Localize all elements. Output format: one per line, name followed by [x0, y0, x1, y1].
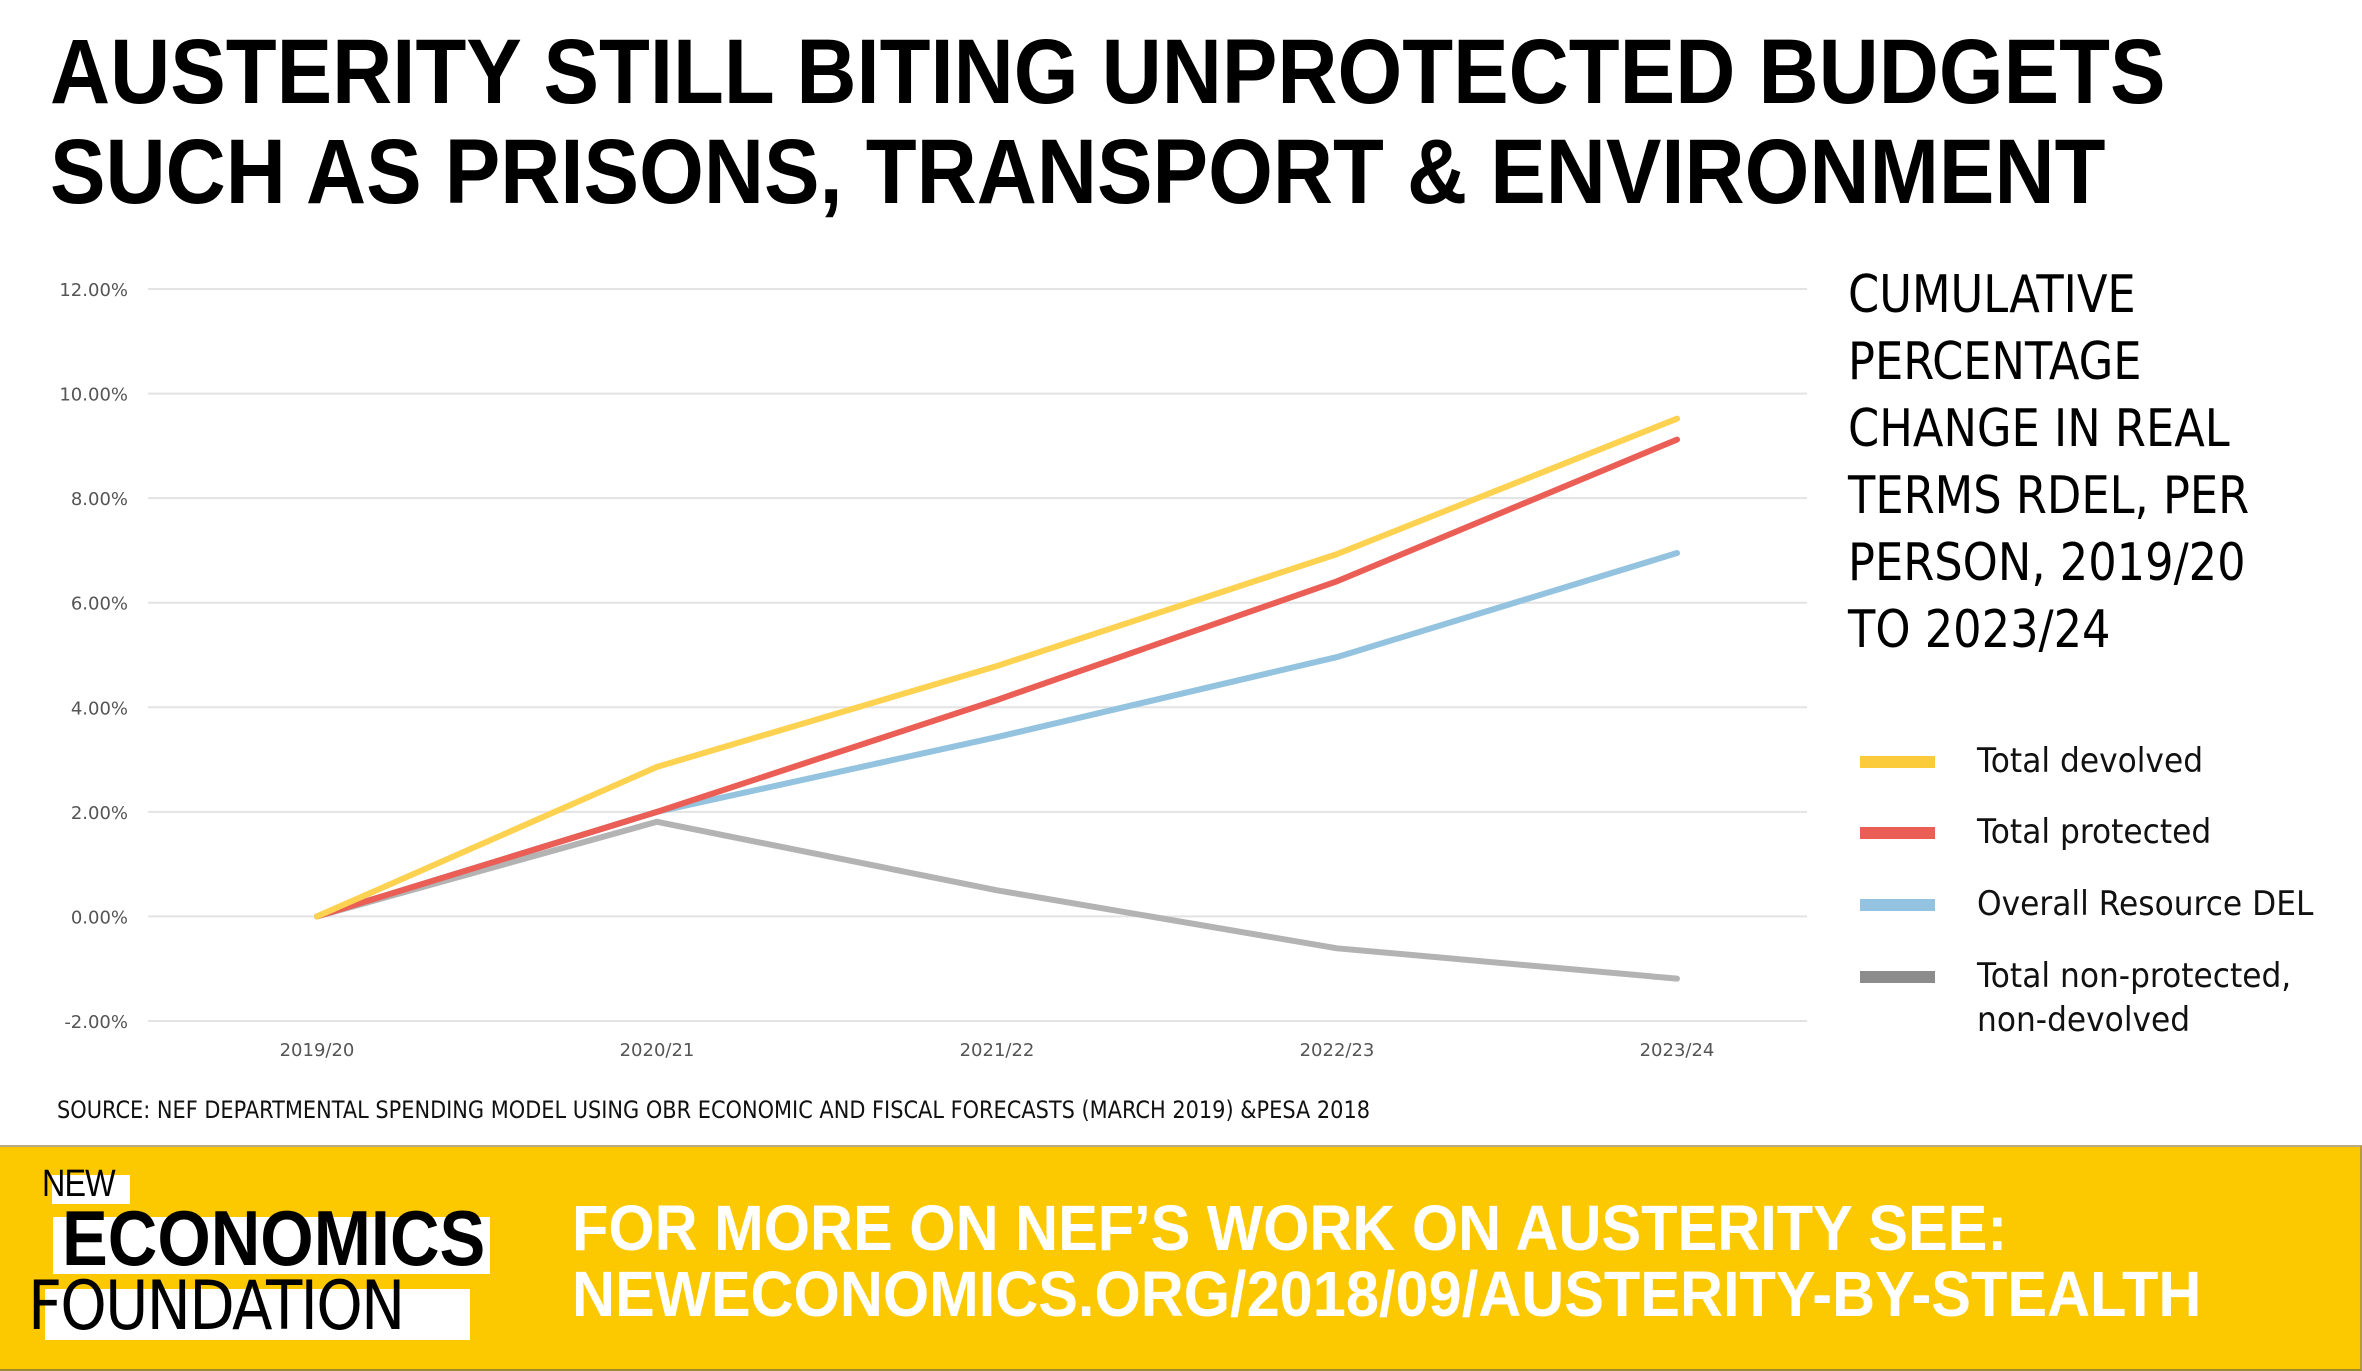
legend-swatch-icon — [1860, 899, 1935, 911]
nef-logo: NEW ECONOMICS FOUNDATION — [0, 1147, 520, 1369]
title-line-1: AUSTERITY STILL BITING UNPROTECTED BUDGE… — [50, 21, 2166, 123]
series-line-total-devolved — [314, 415, 1680, 920]
logo-word-foundation: FOUNDATION — [28, 1267, 405, 1346]
series-lines — [314, 415, 1680, 982]
y-tick-label: 10.00% — [59, 385, 128, 406]
legend-label-line-1: Total non-protected, — [1977, 956, 2292, 996]
chart-title: AUSTERITY STILL BITING UNPROTECTED BUDGE… — [50, 22, 2310, 222]
y-tick-label: 6.00% — [71, 594, 128, 615]
x-tick-label: 2023/24 — [1640, 1040, 1715, 1061]
y-tick-label: 4.00% — [71, 698, 128, 719]
x-tick-label: 2022/23 — [1300, 1040, 1375, 1061]
logo-word-new: NEW — [42, 1163, 116, 1205]
line-chart: -2.00% 0.00% 2.00% 4.00% 6.00% 8.00% 10.00% 12.… — [59, 280, 1807, 1061]
logo-highlight — [52, 1175, 130, 1204]
x-tick-label: 2020/21 — [620, 1040, 695, 1061]
y-tick-label: 12.00% — [59, 280, 128, 301]
logo-word-economics: ECONOMICS — [62, 1194, 486, 1282]
y-tick-label: 8.00% — [71, 489, 128, 510]
subtitle-line: CUMULATIVE — [1848, 265, 2136, 325]
cta-line-1: FOR MORE ON NEF’S WORK ON AUSTERITY SEE: — [572, 1192, 2008, 1264]
logo-highlight — [53, 1217, 490, 1274]
legend-swatch-icon — [1860, 827, 1935, 839]
x-tick-label: 2019/20 — [280, 1040, 355, 1061]
gridlines — [148, 288, 1807, 1022]
source-note: SOURCE: NEF DEPARTMENTAL SPENDING MODEL … — [57, 1096, 1371, 1124]
series-line-total-non-protected-non-devolved — [314, 818, 1680, 982]
subtitle-line: TERMS RDEL, PER — [1848, 466, 2250, 526]
y-tick-label: -2.00% — [64, 1012, 128, 1033]
chart-subtitle: CUMULATIVE PERCENTAGE CHANGE IN REAL TER… — [1848, 262, 2315, 664]
logo-highlight — [45, 1289, 470, 1340]
footer-call-to-action: FOR MORE ON NEF’S WORK ON AUSTERITY SEE:… — [572, 1195, 2324, 1327]
title-line-2: SUCH AS PRISONS, TRANSPORT & ENVIRONMENT — [50, 121, 2106, 223]
subtitle-line: TO 2023/24 — [1848, 600, 2111, 660]
subtitle-line: CHANGE IN REAL — [1848, 399, 2230, 459]
y-tick-label: 2.00% — [71, 803, 128, 824]
y-tick-label: 0.00% — [71, 907, 128, 928]
legend-swatch-icon — [1860, 971, 1935, 983]
legend-label: Total protected — [1977, 812, 2212, 852]
y-axis-tick-labels: -2.00% 0.00% 2.00% 4.00% 6.00% 8.00% 10.00% 12.… — [59, 280, 128, 1033]
subtitle-line: PERSON, 2019/20 — [1848, 533, 2246, 593]
x-tick-label: 2021/22 — [960, 1040, 1035, 1061]
series-line-total-protected — [314, 436, 1680, 920]
legend-label-line-2: non-devolved — [1977, 1000, 2191, 1040]
legend-label: Total devolved — [1977, 741, 2204, 781]
subtitle-line: PERCENTAGE — [1848, 332, 2142, 392]
legend-label: Overall Resource DEL — [1977, 884, 2314, 924]
legend-swatch-icon — [1860, 756, 1935, 768]
x-axis-tick-labels: 2019/20 2020/21 2021/22 2022/23 2023/24 — [280, 1040, 1715, 1061]
footer-banner: NEW ECONOMICS FOUNDATION FOR MORE ON NEF… — [0, 1145, 2362, 1371]
cta-link[interactable]: NEWECONOMICS.ORG/2018/09/AUSTERITY-BY-ST… — [572, 1258, 2202, 1330]
